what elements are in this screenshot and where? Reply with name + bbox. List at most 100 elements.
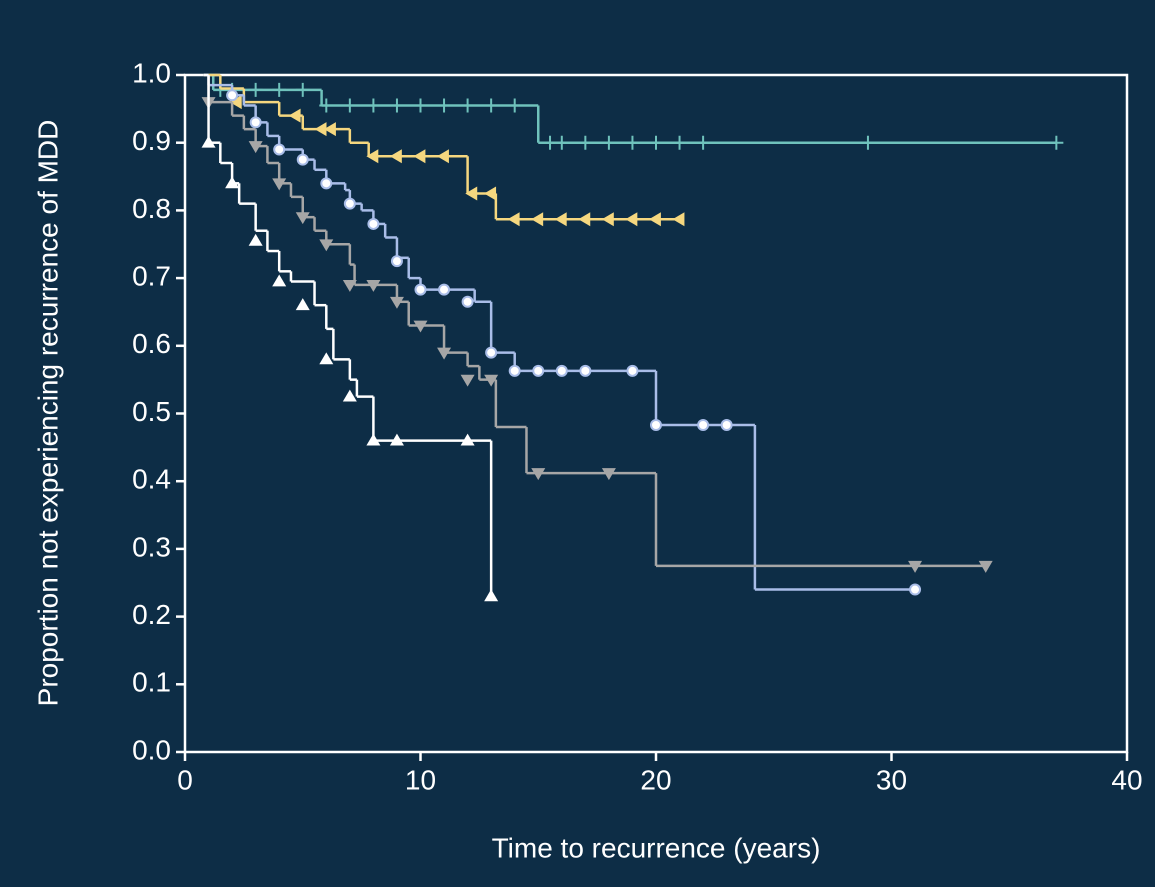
censor-marker bbox=[460, 433, 475, 446]
censor-marker bbox=[437, 347, 452, 360]
x-tick-label: 30 bbox=[876, 764, 907, 795]
censor-marker bbox=[601, 468, 616, 481]
censor-marker bbox=[366, 149, 379, 164]
censor-marker bbox=[314, 122, 327, 137]
censor-marker bbox=[484, 374, 499, 387]
y-tick-label: 0.0 bbox=[132, 734, 171, 765]
censor-marker bbox=[414, 283, 427, 296]
censor-marker bbox=[226, 89, 239, 102]
censor-marker bbox=[249, 116, 262, 129]
censor-marker bbox=[342, 279, 357, 292]
censor-marker bbox=[342, 389, 357, 402]
censor-marker bbox=[389, 433, 404, 446]
censor-marker bbox=[649, 212, 661, 227]
censor-marker bbox=[295, 298, 310, 311]
censor-marker bbox=[295, 212, 310, 225]
censor-marker bbox=[437, 149, 449, 164]
censor-marker bbox=[626, 364, 639, 377]
censor-marker bbox=[248, 82, 263, 97]
censor-marker bbox=[672, 135, 687, 150]
censor-marker bbox=[296, 153, 309, 166]
censor-marker bbox=[531, 468, 546, 481]
censor-marker bbox=[367, 217, 380, 230]
y-tick-label: 0.6 bbox=[132, 328, 171, 359]
censor-marker bbox=[532, 364, 545, 377]
y-tick-label: 0.4 bbox=[132, 464, 171, 495]
censor-marker bbox=[484, 589, 499, 602]
censor-marker bbox=[484, 186, 497, 201]
censor-marker bbox=[438, 283, 451, 296]
censor-marker bbox=[461, 295, 474, 308]
censor-marker bbox=[860, 135, 875, 150]
censor-marker bbox=[389, 296, 404, 309]
censor-marker bbox=[366, 98, 381, 113]
censor-marker bbox=[485, 346, 498, 359]
censor-marker bbox=[978, 560, 993, 573]
x-tick-label: 10 bbox=[405, 764, 436, 795]
censor-marker bbox=[908, 560, 923, 573]
censor-marker bbox=[672, 212, 685, 227]
censor-marker bbox=[366, 279, 381, 292]
censor-marker bbox=[295, 82, 310, 97]
censor-marker bbox=[601, 135, 616, 150]
censor-marker bbox=[625, 135, 640, 150]
censor-marker bbox=[272, 82, 287, 97]
x-tick-label: 40 bbox=[1111, 764, 1142, 795]
censor-marker bbox=[507, 212, 520, 227]
censor-marker bbox=[696, 135, 711, 150]
censor-marker bbox=[342, 98, 357, 113]
censor-marker bbox=[508, 364, 521, 377]
censor-marker bbox=[272, 274, 287, 287]
censor-marker bbox=[578, 212, 591, 227]
censor-marker bbox=[697, 419, 710, 432]
censor-marker bbox=[413, 98, 428, 113]
censor-marker bbox=[288, 108, 301, 123]
censor-marker bbox=[625, 212, 638, 227]
censor-marker bbox=[320, 177, 333, 190]
y-tick-label: 0.5 bbox=[132, 396, 171, 427]
censor-marker bbox=[229, 95, 242, 110]
censor-marker bbox=[650, 419, 662, 432]
y-tick-label: 0.1 bbox=[132, 667, 171, 698]
y-axis-label: Proportion not experiencing recurrence o… bbox=[32, 120, 63, 707]
x-axis-label: Time to recurrence (years) bbox=[492, 832, 821, 863]
censor-marker bbox=[319, 239, 334, 252]
censor-marker bbox=[465, 186, 478, 201]
censor-marker bbox=[543, 135, 558, 150]
censor-marker bbox=[389, 98, 404, 113]
censor-marker bbox=[324, 122, 336, 137]
censor-marker bbox=[248, 233, 263, 246]
y-tick-label: 0.9 bbox=[132, 125, 171, 156]
x-tick-label: 20 bbox=[640, 764, 671, 795]
censor-marker bbox=[248, 141, 263, 154]
censor-marker bbox=[460, 374, 475, 387]
censor-marker bbox=[554, 212, 567, 227]
censor-marker bbox=[225, 176, 240, 189]
censor-marker bbox=[1049, 135, 1064, 150]
censor-marker bbox=[720, 419, 733, 432]
y-tick-label: 0.3 bbox=[132, 531, 171, 562]
y-tick-label: 0.2 bbox=[132, 599, 171, 630]
censor-marker bbox=[601, 212, 614, 227]
censor-marker bbox=[531, 212, 544, 227]
censor-marker bbox=[343, 197, 356, 210]
censor-marker bbox=[437, 98, 452, 113]
censor-marker bbox=[366, 433, 381, 446]
censor-marker bbox=[555, 364, 568, 377]
x-tick-label: 0 bbox=[177, 764, 193, 795]
censor-marker bbox=[484, 98, 499, 113]
censor-marker bbox=[319, 98, 334, 113]
censor-marker bbox=[460, 98, 475, 113]
censor-marker bbox=[273, 143, 286, 156]
censor-marker bbox=[319, 352, 334, 365]
censor-marker bbox=[909, 583, 922, 596]
y-tick-label: 0.8 bbox=[132, 193, 171, 224]
censor-marker bbox=[578, 135, 593, 150]
y-tick-label: 1.0 bbox=[132, 57, 171, 88]
censor-marker bbox=[413, 149, 426, 164]
censor-marker bbox=[390, 255, 403, 268]
censor-marker bbox=[272, 178, 287, 191]
censor-marker bbox=[389, 149, 402, 164]
